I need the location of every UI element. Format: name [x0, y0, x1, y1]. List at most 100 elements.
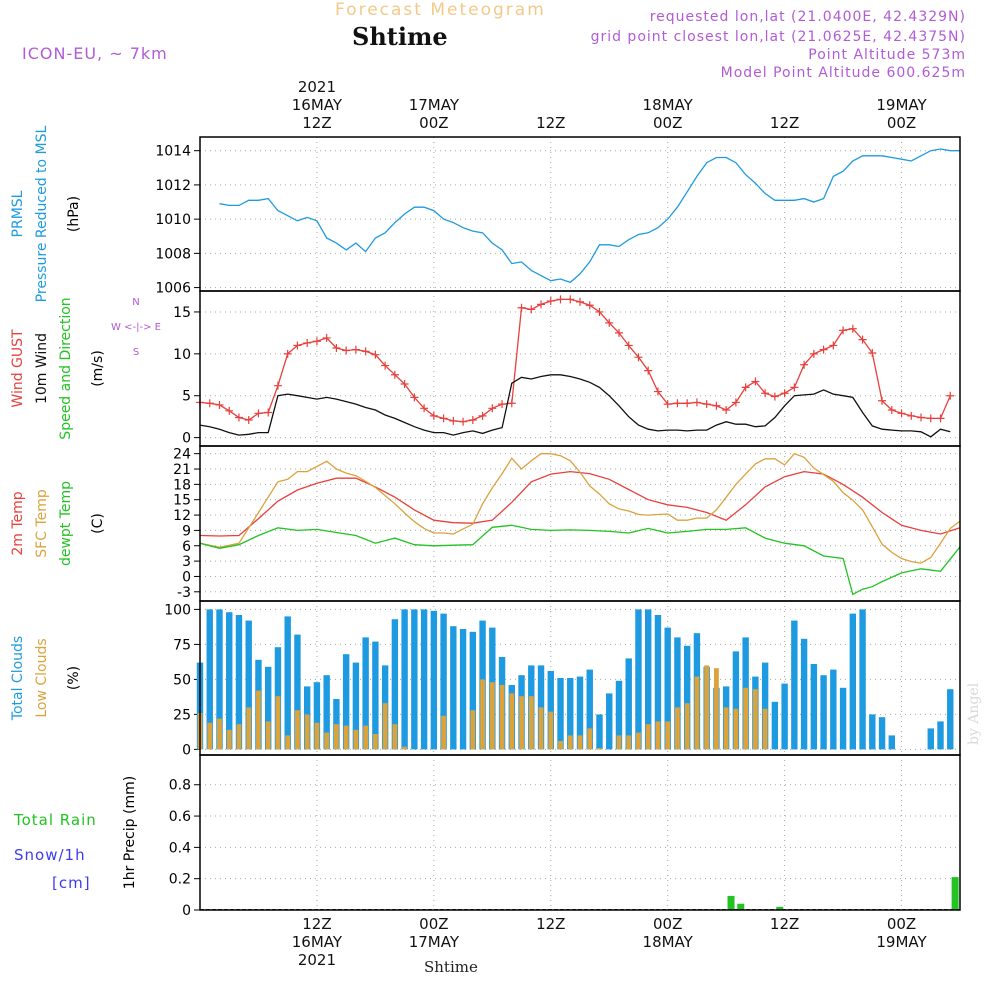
y-tick-label: 15 [173, 305, 191, 321]
gust-point-marker [741, 383, 750, 392]
low-cloud-bar [714, 668, 719, 750]
low-cloud-bar [480, 679, 485, 750]
gust-point-marker [897, 409, 906, 418]
gust-point-marker [527, 305, 536, 314]
precip-bar [737, 903, 745, 910]
total-cloud-bar [342, 654, 350, 750]
gust-point-marker [770, 392, 779, 401]
gust-point-marker [215, 400, 224, 409]
total-cloud-bar [732, 651, 740, 750]
gust-point-marker [273, 381, 282, 390]
time-label-top: 19MAY [876, 96, 927, 114]
low-cloud-bar [548, 711, 554, 750]
total-cloud-bar [810, 664, 818, 750]
model-label: ICON-EU, ~ 7km [22, 44, 168, 63]
total-cloud-bar [849, 613, 857, 750]
gust-point-marker [663, 400, 672, 409]
low-cloud-bar [519, 696, 524, 750]
panel-label: Speed and Direction [58, 297, 74, 439]
y-tick-label: 15 [173, 493, 191, 509]
gust-point-marker [809, 349, 818, 358]
total-cloud-bar [937, 721, 944, 750]
gust-point-marker [585, 301, 594, 310]
low-cloud-bar [665, 721, 671, 750]
series-line-wind-gust [199, 298, 951, 423]
compass-west-east: W <-|-> E [111, 322, 161, 333]
gust-point-marker [478, 411, 487, 420]
panel-label: Low Clouds [34, 638, 50, 717]
gust-point-marker [429, 411, 438, 420]
low-cloud-bar [372, 734, 378, 750]
gust-point-marker [868, 349, 877, 357]
precip-bar [727, 895, 735, 910]
gust-point-marker [390, 370, 399, 379]
total-cloud-bar [323, 675, 330, 750]
total-cloud-bar [372, 641, 379, 750]
low-cloud-bar [616, 735, 622, 750]
gust-point-marker [449, 416, 458, 425]
gust-point-marker [293, 341, 302, 350]
gust-point-marker [361, 347, 370, 356]
gust-point-marker [653, 387, 662, 396]
total-cloud-bar [830, 669, 837, 750]
total-cloud-bar [235, 615, 243, 750]
gust-point-marker [459, 417, 468, 426]
time-label-top: 2021 [298, 78, 336, 96]
gust-point-marker [936, 414, 945, 423]
panel-label: Total Clouds [10, 636, 26, 721]
y-tick-label: 0.8 [169, 778, 191, 794]
gust-point-marker [907, 411, 916, 420]
total-cloud-bar [245, 620, 252, 750]
total-cloud-bar [927, 728, 934, 750]
gust-point-marker [498, 400, 507, 409]
total-cloud-bar [294, 634, 301, 750]
low-cloud-bar [743, 687, 749, 750]
low-cloud-bar [762, 708, 768, 750]
panel-label: 2m Temp [10, 491, 26, 555]
time-label-top: 17MAY [409, 96, 460, 114]
gust-point-marker [722, 405, 731, 414]
total-cloud-bar [683, 645, 691, 750]
time-label-bottom: 19MAY [876, 933, 927, 951]
y-tick-label: 50 [173, 672, 191, 688]
gust-point-marker [264, 408, 273, 417]
time-label-top: 12Z [302, 114, 331, 132]
credit-watermark: by Angel [966, 682, 982, 745]
total-cloud-bar [674, 637, 681, 750]
total-cloud-bar [820, 675, 827, 750]
y-tick-label: 25 [173, 707, 191, 723]
y-tick-label: 0.2 [169, 872, 191, 888]
time-label-bottom: 12Z [302, 915, 331, 933]
gust-point-marker [829, 341, 838, 350]
gust-point-marker [468, 416, 477, 425]
total-cloud-bar [576, 676, 584, 750]
model-point-altitude: Model Point Altitude 600.625m [720, 65, 966, 81]
gust-point-marker [683, 399, 692, 408]
low-cloud-bar [324, 732, 330, 750]
gust-point-marker [800, 360, 809, 369]
time-label-bottom: 12Z [770, 915, 799, 933]
time-label-bottom: 18MAY [643, 933, 694, 951]
total-cloud-bar [869, 714, 876, 750]
total-cloud-bar [430, 610, 438, 750]
gust-point-marker [887, 405, 896, 414]
low-cloud-bar [226, 729, 232, 750]
y-tick-label: 9 [182, 523, 191, 539]
low-cloud-bar [353, 729, 359, 750]
gust-point-marker [673, 399, 682, 408]
gust-point-marker [234, 413, 243, 422]
y-tick-label: 24 [173, 447, 191, 463]
y-tick-label: 1006 [155, 281, 191, 297]
low-cloud-bar [567, 735, 573, 750]
gust-point-marker [225, 406, 234, 415]
series-line-10m-wind [199, 374, 951, 438]
y-tick-label: 12 [173, 508, 191, 524]
gust-point-marker [254, 409, 263, 418]
low-cloud-bar [558, 741, 563, 750]
total-cloud-bar [216, 609, 223, 750]
low-cloud-bar [723, 707, 729, 750]
gust-point-marker [371, 350, 380, 359]
series-line-prmsl [219, 148, 960, 284]
low-cloud-bar [285, 735, 291, 750]
